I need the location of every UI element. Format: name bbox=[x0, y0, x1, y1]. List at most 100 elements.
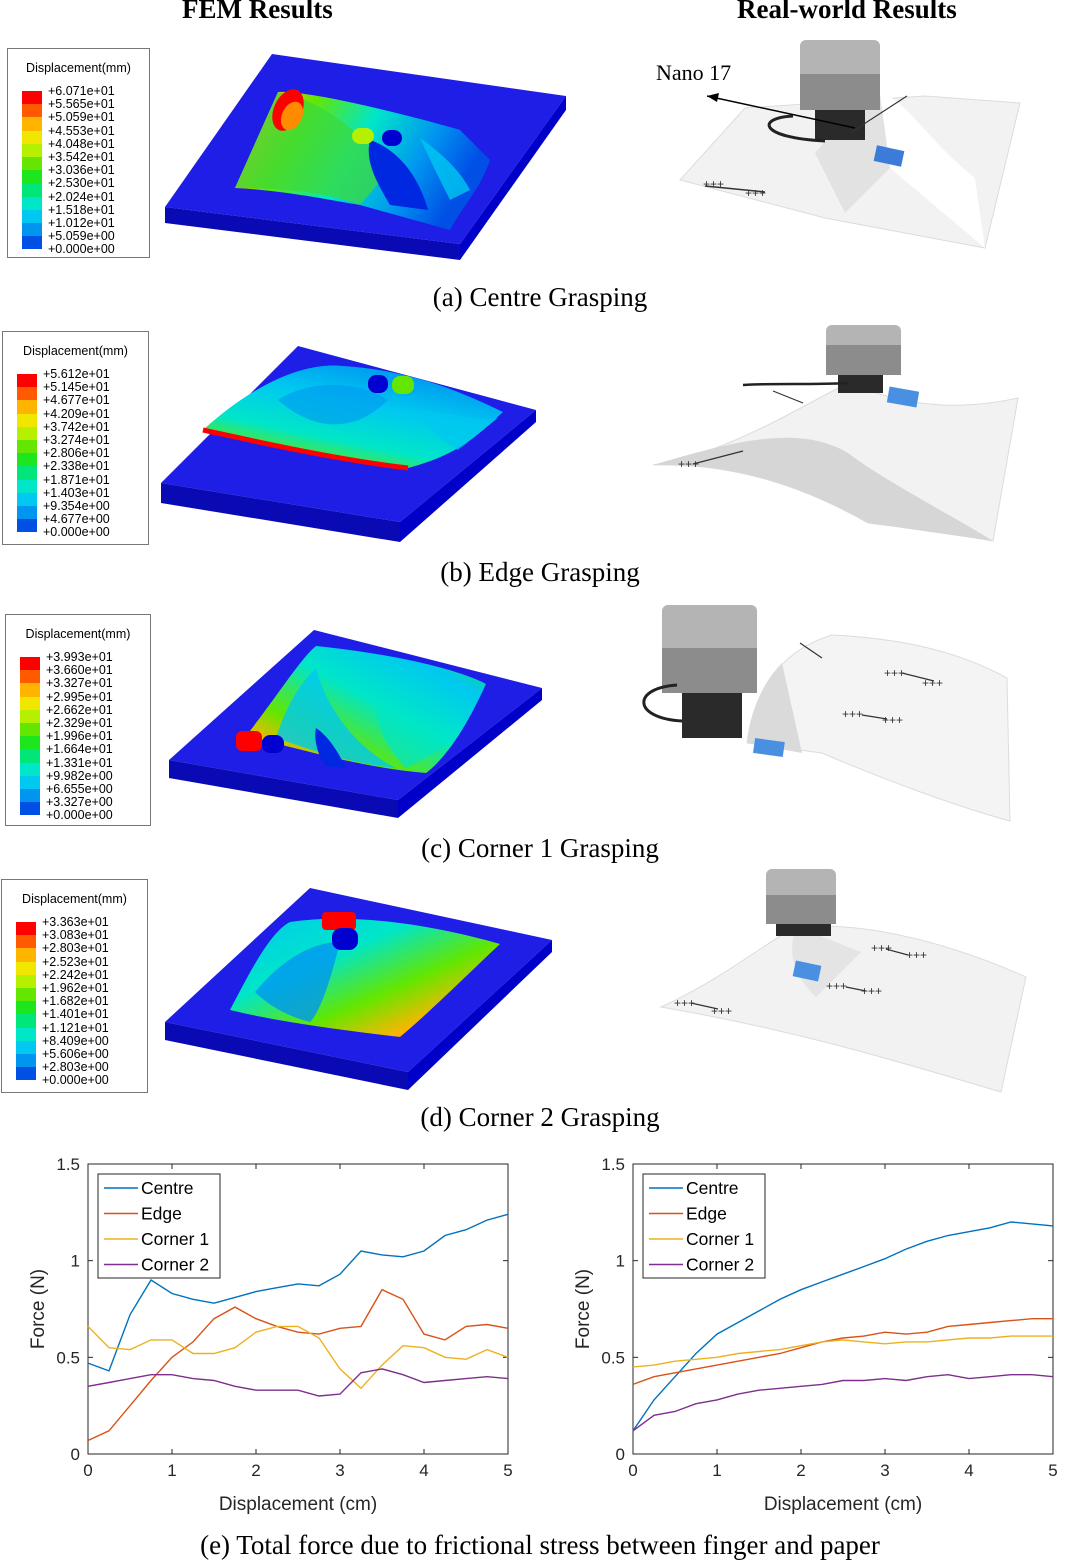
legend-swatch bbox=[16, 1001, 36, 1015]
x-tick-label: 5 bbox=[1048, 1461, 1057, 1480]
legend-value: +5.612e+01 bbox=[43, 367, 110, 381]
legend-label: Edge bbox=[141, 1204, 182, 1224]
y-tick-label: 1.5 bbox=[56, 1155, 80, 1174]
legend-value: +3.036e+01 bbox=[48, 163, 115, 178]
legend-swatch bbox=[17, 479, 37, 493]
legend-title: Displacement(mm) bbox=[22, 892, 127, 906]
legend-value: +2.803e+01 bbox=[42, 941, 109, 956]
y-tick-label: 0 bbox=[71, 1445, 80, 1464]
legend-swatch bbox=[20, 709, 40, 723]
legend-swatch bbox=[20, 683, 40, 697]
series-line-centre bbox=[87, 1213, 509, 1372]
real-photo-corner1: +++ +++ +++ +++ bbox=[642, 605, 1011, 822]
legend-value: +1.403e+01 bbox=[43, 485, 110, 500]
legend-swatch bbox=[16, 948, 36, 962]
legend-swatch bbox=[16, 1040, 36, 1054]
legend-title: Displacement(mm) bbox=[26, 61, 131, 75]
legend-swatch bbox=[16, 1054, 36, 1068]
chart-legend bbox=[97, 1173, 221, 1279]
legend-swatch bbox=[22, 209, 42, 223]
series-line-corner-1 bbox=[87, 1325, 509, 1390]
legend-value: +3.742e+01 bbox=[43, 419, 110, 434]
y-axis-label: Force (N) bbox=[573, 1269, 594, 1349]
legend-value: +1.012e+01 bbox=[48, 216, 115, 230]
legend-swatch bbox=[16, 935, 36, 949]
caption-a: (a) Centre Grasping bbox=[432, 282, 648, 312]
legend-swatch bbox=[22, 130, 42, 144]
x-tick-label: 0 bbox=[628, 1461, 637, 1480]
real-photo-corner2: +++ +++ +++ +++ +++ +++ bbox=[659, 869, 1027, 1093]
svg-text:+++: +++ bbox=[906, 948, 927, 962]
legend-swatch bbox=[17, 506, 37, 520]
legend-value: +4.048e+01 bbox=[48, 136, 115, 151]
real-photo-centre: +++ +++ bbox=[679, 40, 1021, 249]
real-photo-edge: +++ bbox=[652, 325, 1019, 542]
legend-value: +1.996e+01 bbox=[46, 729, 113, 744]
legend-value: +2.995e+01 bbox=[46, 689, 113, 704]
legend-swatch bbox=[16, 961, 36, 975]
fem-plate-centre bbox=[165, 54, 566, 260]
legend-swatch bbox=[17, 387, 37, 401]
legend-swatch bbox=[20, 802, 40, 816]
legend-value: +0.000e+00 bbox=[43, 525, 110, 540]
legend-swatch bbox=[16, 1014, 36, 1028]
force-plot-fem: 0 1 2 3 4 5 0 0.5 1 1.5 Displacement (cm) Force (N)… bbox=[28, 1155, 513, 1515]
caption-b: (b) Edge Grasping bbox=[440, 557, 640, 587]
legend-value: +3.363e+01 bbox=[42, 915, 109, 929]
legend-swatch bbox=[16, 1067, 36, 1081]
x-axis-label: Displacement (cm) bbox=[219, 1494, 377, 1515]
real-world-results-header: Real-world Results bbox=[737, 0, 957, 24]
legend-value: +6.071e+01 bbox=[48, 84, 115, 98]
svg-text:+++: +++ bbox=[861, 984, 882, 998]
y-tick-label: 0.5 bbox=[56, 1348, 80, 1367]
svg-text:+++: +++ bbox=[678, 457, 699, 471]
x-tick-label: 5 bbox=[503, 1461, 512, 1480]
legend-value: +5.059e+01 bbox=[48, 110, 115, 125]
svg-text:+++: +++ bbox=[711, 1004, 732, 1018]
legend-value: +2.662e+01 bbox=[46, 702, 113, 717]
legend-swatch bbox=[17, 453, 37, 467]
y-tick-label: 1 bbox=[616, 1252, 625, 1271]
fem-plate-corner1 bbox=[169, 630, 542, 818]
legend-title: Displacement(mm) bbox=[25, 627, 131, 641]
legend-value: +2.806e+01 bbox=[43, 446, 110, 461]
nano17-annotation: Nano 17 bbox=[656, 60, 732, 85]
x-tick-label: 2 bbox=[251, 1461, 260, 1480]
legend-swatch bbox=[16, 1027, 36, 1041]
series-line-edge bbox=[632, 1317, 1053, 1386]
x-tick-label: 1 bbox=[712, 1461, 721, 1480]
legend-value: +2.242e+01 bbox=[42, 967, 109, 982]
y-axis-label: Force (N) bbox=[28, 1269, 49, 1349]
legend-swatch bbox=[17, 519, 37, 533]
legend-swatch bbox=[22, 223, 42, 237]
x-tick-label: 1 bbox=[167, 1461, 176, 1480]
y-tick-label: 1.5 bbox=[601, 1155, 625, 1174]
y-tick-label: 0.5 bbox=[601, 1348, 625, 1367]
legend-value: +3.542e+01 bbox=[48, 150, 115, 164]
legend-value: +3.327e+00 bbox=[46, 795, 113, 810]
legend-value: +2.803e+00 bbox=[42, 1060, 109, 1075]
legend-label: Edge bbox=[686, 1204, 727, 1224]
legend-value: +3.660e+01 bbox=[46, 663, 113, 678]
legend-value: +3.327e+01 bbox=[46, 676, 113, 691]
y-tick-label: 1 bbox=[71, 1252, 80, 1271]
legend-swatch bbox=[17, 400, 37, 414]
legend-swatch bbox=[17, 492, 37, 506]
legend-value: +0.000e+00 bbox=[42, 1073, 109, 1088]
legend-value: +2.523e+01 bbox=[42, 954, 109, 969]
fem-results-header: FEM Results bbox=[182, 0, 333, 24]
legend-swatch bbox=[20, 789, 40, 803]
legend-value: +1.401e+01 bbox=[42, 1007, 109, 1022]
legend-swatch bbox=[20, 696, 40, 710]
legend-value: +4.677e+00 bbox=[43, 512, 110, 527]
legend-value: +5.606e+00 bbox=[42, 1047, 109, 1061]
legend-value: +2.530e+01 bbox=[48, 176, 115, 191]
x-tick-label: 4 bbox=[964, 1461, 973, 1480]
fem-plate-corner2 bbox=[165, 888, 552, 1090]
legend-d: Displacement(mm) +3.363e+01 +3.083e+01 +2.8… bbox=[1, 879, 148, 1093]
force-plot-real: 0 1 2 3 4 5 0 0.5 1 1.5 Displacement (cm) Force (N)… bbox=[573, 1155, 1058, 1515]
svg-text:+++: +++ bbox=[826, 979, 847, 993]
svg-text:+++: +++ bbox=[674, 996, 695, 1010]
caption-c: (c) Corner 1 Grasping bbox=[421, 833, 659, 863]
svg-text:+++: +++ bbox=[884, 666, 905, 680]
